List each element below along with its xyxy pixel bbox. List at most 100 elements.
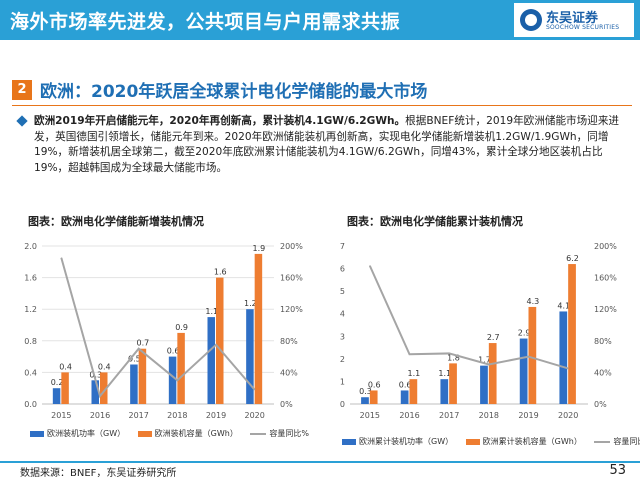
- section-divider: [12, 105, 632, 106]
- summary-paragraph: 欧洲2019年开启储能元年，2020年再创新高，累计装机4.1GW/6.2GWh…: [16, 114, 620, 176]
- bar-data-label: 1.7: [478, 356, 491, 365]
- bar-data-label: 2.7: [487, 333, 500, 342]
- chart-1-new-installations: 0.0 0.4 0.8 1.2 1.6 2.0 0% 40% 80% 120% 160% 200% 0.…: [24, 242, 303, 420]
- bar-power: [246, 309, 254, 404]
- yoy-point: [369, 265, 371, 267]
- bar-data-label: 0.3: [359, 387, 372, 396]
- bar-data-label: 0.3: [89, 370, 102, 379]
- yoy-point: [528, 356, 529, 358]
- bar-capacity: [449, 363, 457, 404]
- legend-item: 欧洲装机功率（GW）: [30, 428, 125, 439]
- bar-data-label: 0.9: [175, 323, 188, 332]
- legend-line-gray: [250, 432, 267, 435]
- y-tick-label: 0: [340, 400, 345, 409]
- y-tick-label: 0.4: [24, 368, 37, 377]
- bar-capacity: [488, 343, 497, 404]
- bar-data-label: 0.2: [51, 378, 64, 387]
- y2-tick-label: 80%: [280, 337, 298, 346]
- x-tick-label: 2015: [360, 411, 380, 420]
- bar-power: [207, 317, 215, 404]
- yoy-line: [368, 265, 569, 370]
- chart-1-title: 图表：欧洲电化学储能新增装机情况: [28, 215, 204, 228]
- bar-capacity: [568, 264, 576, 404]
- section-number: 2: [12, 80, 32, 100]
- bar-data-label: 2.9: [518, 329, 531, 338]
- brand-logo: 东吴证券 SOOCHOW SECURITIES: [514, 3, 634, 37]
- bar-data-label: 0.6: [399, 380, 412, 389]
- chart-1-legend: 欧洲装机功率（GW） 欧洲装机容量（GWh） 容量同比%: [30, 428, 319, 439]
- bar-power: [52, 388, 61, 404]
- y2-tick-label: 200%: [594, 242, 617, 251]
- bar-data-label: 0.6: [368, 380, 381, 389]
- bar-capacity: [528, 306, 537, 404]
- yoy-point: [60, 257, 62, 259]
- y-tick-label: 5: [340, 287, 345, 296]
- bar-capacity: [138, 348, 147, 404]
- x-tick-label: 2018: [479, 411, 499, 420]
- x-tick-label: 2016: [399, 411, 419, 420]
- x-tick-label: 2020: [558, 411, 578, 420]
- legend-item: 容量同比%: [594, 436, 640, 447]
- x-tick-label: 2017: [128, 411, 148, 420]
- legend-item: 容量同比%: [250, 428, 309, 439]
- y-tick-label: 7: [340, 242, 345, 251]
- x-tick-label: 2019: [518, 411, 538, 420]
- legend-item: 欧洲装机容量（GWh）: [137, 428, 238, 439]
- bar-data-label: 6.2: [566, 254, 579, 263]
- bar-capacity: [254, 253, 263, 404]
- bar-data-label: 0.6: [167, 347, 180, 356]
- x-tick-label: 2015: [51, 411, 71, 420]
- header-bar: 海外市场率先进发，公共项目与户用需求共振 东吴证券 SOOCHOW SECURI…: [0, 0, 640, 40]
- footer-divider: [0, 461, 640, 463]
- y2-tick-label: 120%: [280, 305, 303, 314]
- yoy-point: [176, 379, 178, 381]
- bar-data-label: 0.4: [59, 362, 72, 371]
- yoy-point: [409, 353, 410, 355]
- bar-power: [91, 380, 99, 404]
- y-tick-label: 0.0: [24, 400, 37, 409]
- legend-swatch-orange: [465, 438, 480, 445]
- bar-data-label: 1.1: [407, 369, 420, 378]
- bar-power: [168, 356, 177, 404]
- chart-2-title: 图表：欧洲电化学储能累计装机情况: [347, 215, 523, 228]
- y2-tick-label: 80%: [594, 337, 612, 346]
- bar-data-label: 0.5: [128, 355, 141, 364]
- logo-name-en: SOOCHOW SECURITIES: [546, 24, 620, 31]
- bullet-diamond-icon: [16, 115, 28, 127]
- y2-tick-label: 40%: [280, 368, 298, 377]
- yoy-point: [448, 352, 450, 354]
- paragraph-body: 根据BNEF统计，2019年欧洲储能市场迎来进发，英国德国引领增长，储能元年到来…: [34, 115, 620, 174]
- logo-name-cn: 东吴证券: [546, 11, 599, 26]
- y2-tick-label: 0%: [280, 400, 293, 409]
- legend-item: 欧洲累计装机容量（GWh）: [465, 436, 582, 447]
- chart-2-cumulative-installations: 012345670%40%80%120%160%200%0.30.61.11.7…: [340, 242, 617, 420]
- bar-data-label: 1.1: [205, 307, 218, 316]
- paragraph-lead: 欧洲2019年开启储能元年，2020年再创新高，累计装机4.1GW/6.2GWh…: [34, 115, 406, 127]
- legend-swatch-blue: [342, 438, 356, 445]
- bar-power: [480, 365, 488, 404]
- y-tick-label: 6: [340, 265, 345, 274]
- x-tick-label: 2018: [167, 411, 187, 420]
- yoy-point: [567, 367, 569, 369]
- bar-power: [130, 364, 138, 404]
- y2-tick-label: 0%: [594, 400, 607, 409]
- bar-capacity: [216, 277, 224, 404]
- yoy-point: [488, 364, 490, 365]
- x-tick-label: 2017: [439, 411, 459, 420]
- bar-data-label: 1.1: [438, 369, 451, 378]
- paragraph-text: 欧洲2019年开启储能元年，2020年再创新高，累计装机4.1GW/6.2GWh…: [34, 114, 620, 176]
- bar-data-label: 1.6: [214, 268, 227, 277]
- bar-data-label: 4.1: [557, 301, 570, 310]
- legend-item: 欧洲累计装机功率（GW）: [342, 436, 453, 447]
- y-tick-label: 1: [340, 377, 345, 386]
- x-tick-label: 2020: [244, 411, 264, 420]
- bar-power: [400, 390, 409, 404]
- bar-capacity: [100, 372, 108, 404]
- y-tick-label: 1.6: [24, 274, 37, 283]
- bar-power: [519, 338, 528, 404]
- y2-tick-label: 120%: [594, 305, 617, 314]
- bar-data-label: 4.3: [526, 297, 539, 306]
- y-tick-label: 4: [340, 310, 345, 319]
- header-title: 海外市场率先进发，公共项目与户用需求共振: [10, 11, 401, 33]
- y2-tick-label: 160%: [280, 274, 303, 283]
